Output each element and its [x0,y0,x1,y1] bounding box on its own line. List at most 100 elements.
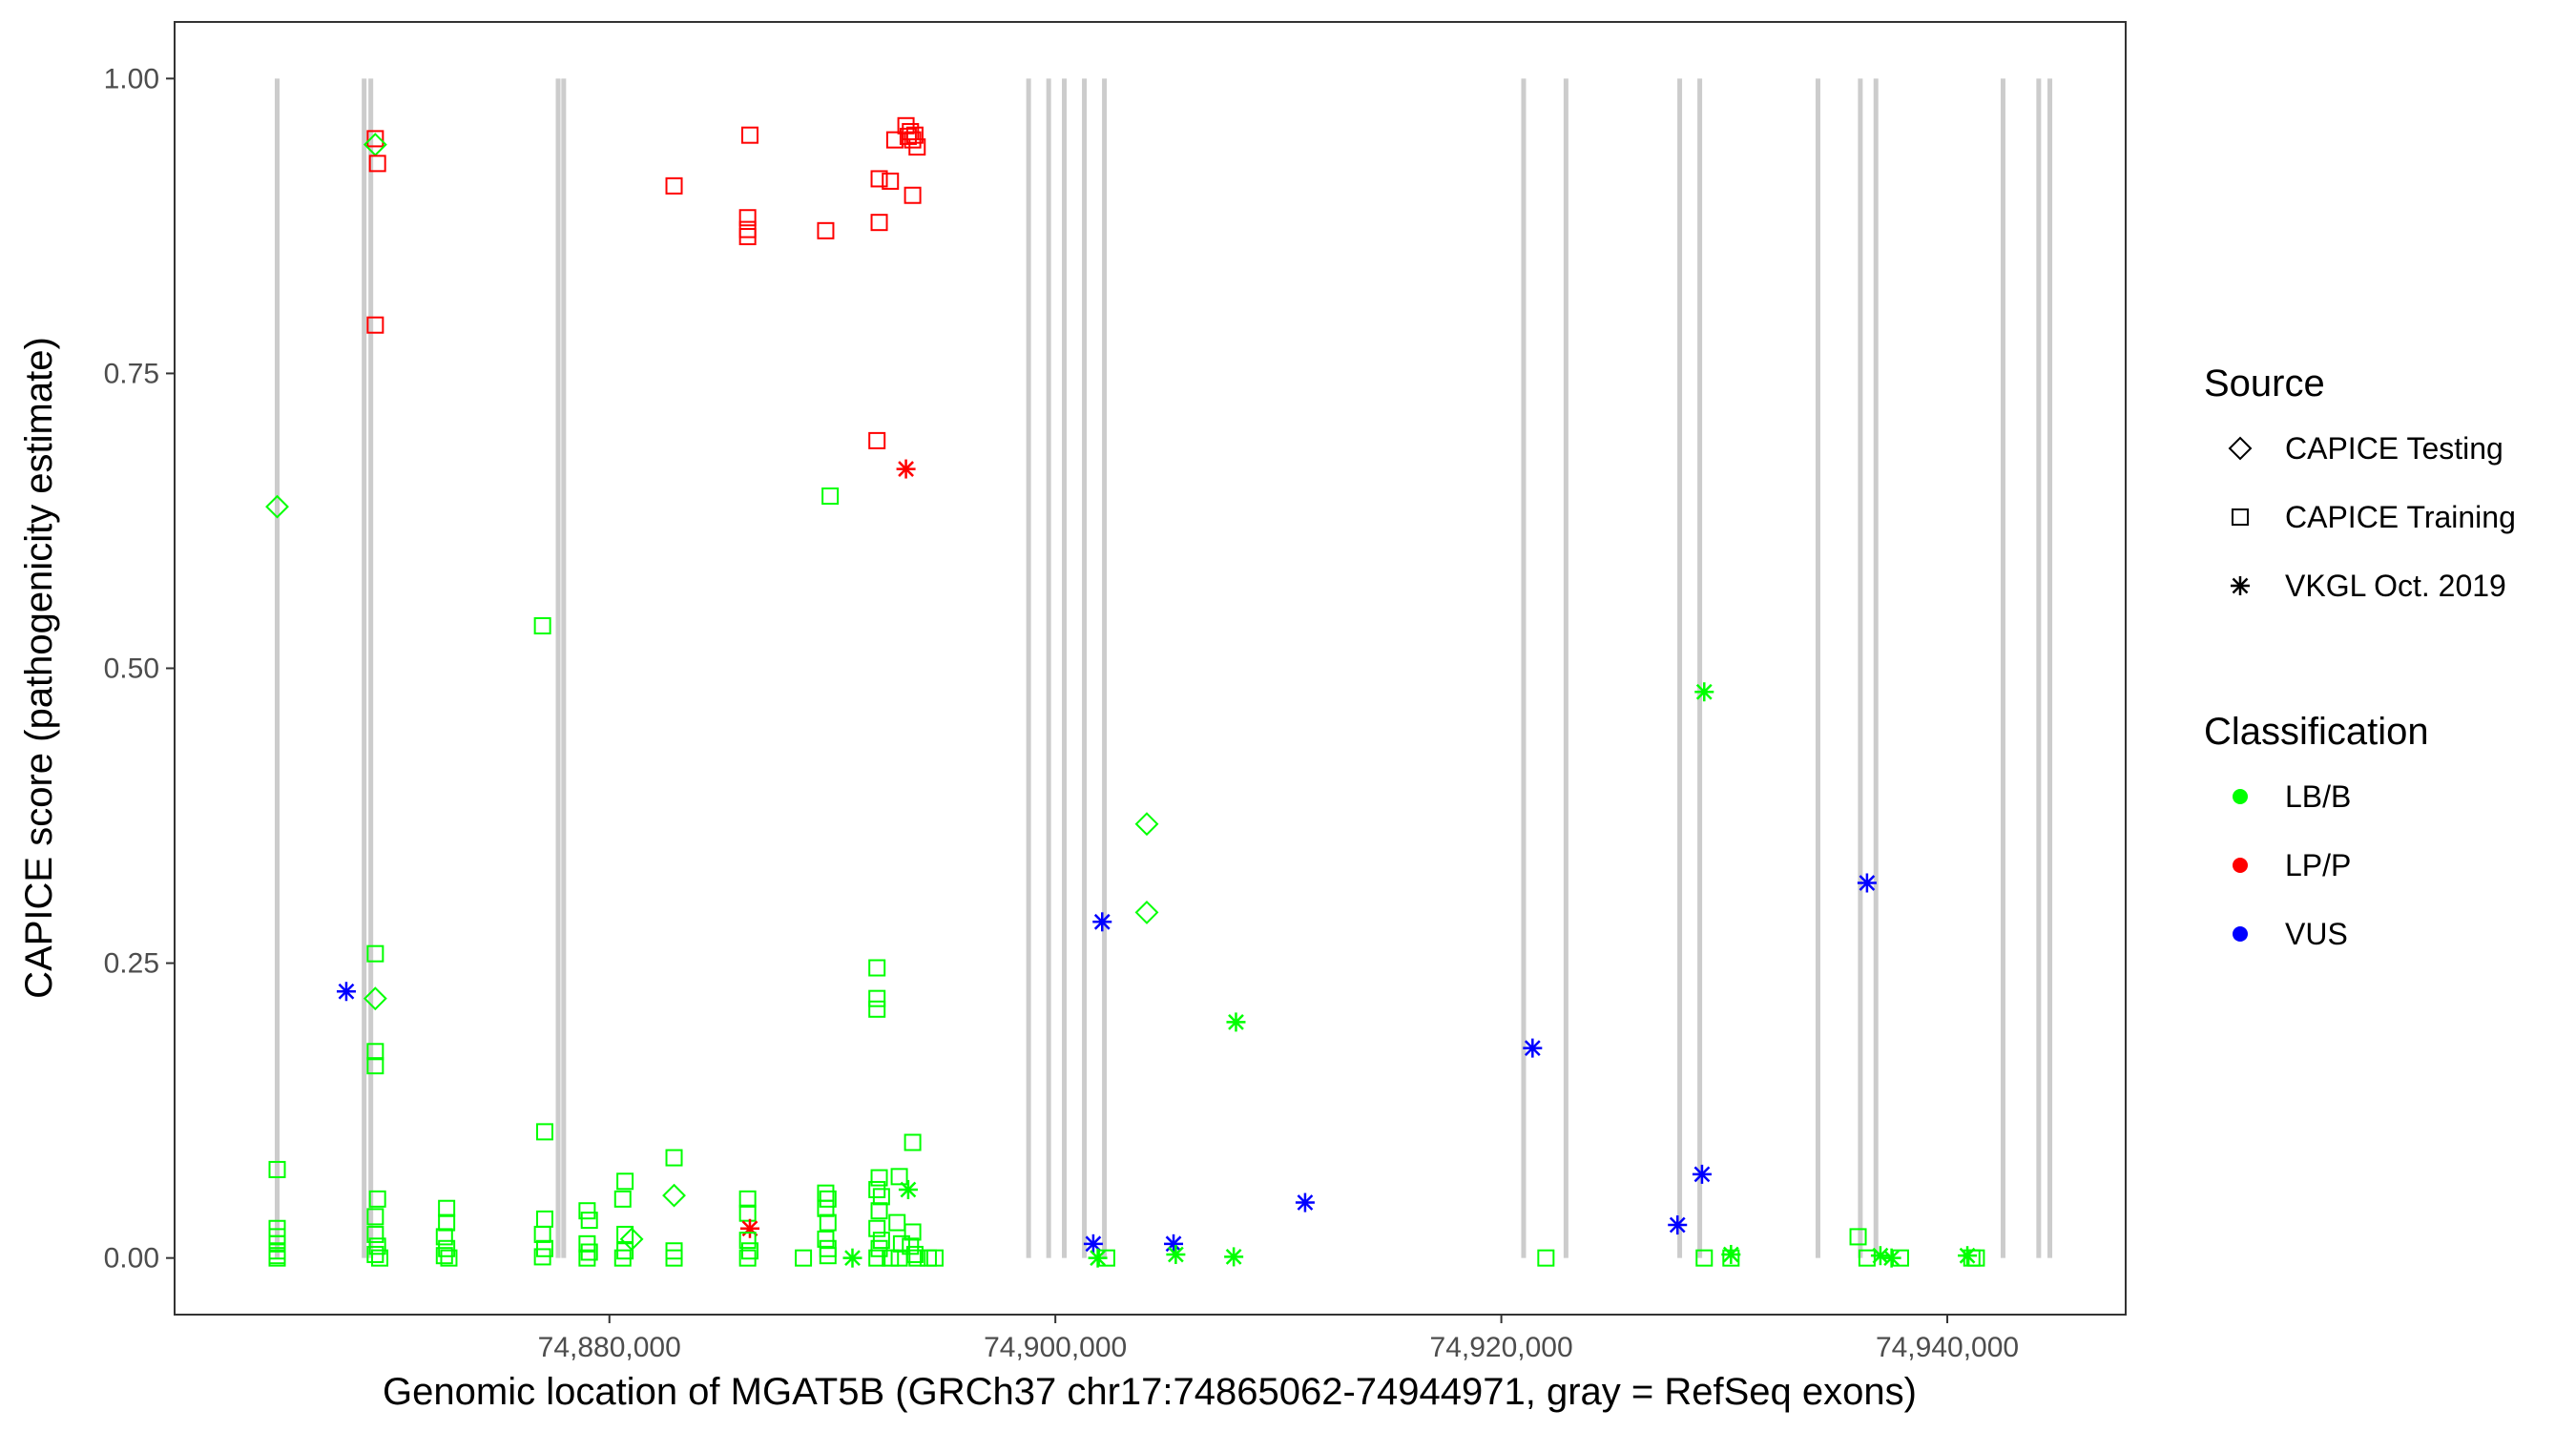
legend: Source CAPICE Testing CAPICE Training VKGL… [2204,363,2516,951]
data-point [882,172,900,190]
data-point [905,126,924,144]
data-point [904,1223,922,1241]
data-point [1226,1012,1246,1032]
data-point [819,1213,837,1232]
data-point [662,1183,686,1208]
data-point [580,1212,598,1230]
data-point [366,130,384,148]
data-point [738,1232,757,1250]
data-point [817,1230,835,1248]
data-point [1967,1249,1985,1267]
legend-source-key [2231,576,2250,595]
legend-source-label: CAPICE Training [2285,500,2516,534]
data-point [366,1225,384,1243]
data-point [265,494,289,519]
data-point [868,1000,886,1018]
data-point [578,1249,596,1267]
data-point [870,1169,888,1187]
y-tick-label: 0.50 [104,653,159,685]
data-point [1224,1247,1244,1267]
y-tick-label: 0.75 [104,358,159,389]
legend-class-label: LB/B [2285,779,2351,814]
data-point [363,986,387,1011]
data-point [535,1123,553,1141]
data-point [817,221,835,239]
legend-class-label: LP/P [2285,848,2351,882]
data-point [740,126,758,144]
legend-class-label: VUS [2285,917,2348,951]
data-point [905,1245,924,1263]
data-point [368,1190,386,1208]
data-point [892,1234,910,1253]
data-point [435,1247,453,1265]
data-point [1134,812,1159,837]
data-point [440,1249,458,1267]
y-axis-title: CAPICE score (pathogenicity estimate) [18,337,60,999]
data-point [890,1168,908,1186]
data-point [925,1249,944,1267]
data-point [821,487,840,505]
data-point [438,1199,456,1217]
x-tick-label: 74,940,000 [1876,1332,2019,1363]
legend-classification-title: Classification [2204,711,2429,753]
y-tick-label: 0.25 [104,948,159,980]
data-point [1134,901,1159,924]
data-point [870,170,888,188]
data-point [613,1249,632,1267]
data-point [438,1213,456,1232]
data-point [665,1149,683,1167]
data-point [795,1249,813,1267]
data-point [1523,1038,1543,1058]
legend-source-items: CAPICE Testing CAPICE Training VKGL Oct. 2… [2228,431,2516,603]
data-point [1092,912,1112,932]
data-point [868,1249,886,1267]
legend-source-label: CAPICE Testing [2285,431,2503,466]
data-points [265,116,1985,1268]
legend-source-key [2228,436,2253,461]
data-point [366,944,384,963]
data-point [1694,682,1714,702]
x-tick-label: 74,900,000 [984,1332,1127,1363]
data-point [904,186,922,204]
data-point [1858,1249,1876,1267]
y-tick-label: 0.00 [104,1243,159,1275]
exon-lines [275,78,2053,1258]
data-point [872,1188,890,1206]
data-point [368,155,386,173]
data-point [578,1202,596,1220]
data-point [336,982,356,1002]
x-axis-title: Genomic location of MGAT5B (GRCh37 chr17… [383,1371,1917,1413]
data-point [870,1202,888,1220]
data-point [870,1239,888,1257]
data-point [868,989,886,1007]
data-point [533,616,551,634]
data-point [1088,1248,1108,1268]
data-point [371,1249,389,1267]
data-point [1695,1249,1714,1267]
data-point [366,1245,384,1263]
x-axis: 74,880,000 74,900,000 74,920,000 74,940,000 [538,1315,2019,1363]
data-point [817,1199,835,1217]
data-point [896,459,916,479]
data-point [580,1243,598,1261]
data-point [819,1190,837,1208]
data-point [888,1213,906,1232]
legend-class-key [2233,789,2248,804]
data-point [1537,1249,1555,1267]
legend-classification-items: LB/B LP/P VUS [2233,779,2351,951]
data-point [268,1160,286,1178]
data-point [1881,1248,1901,1268]
data-point [1958,1246,1978,1266]
data-point [1722,1249,1740,1267]
data-point [1295,1192,1315,1213]
data-point [908,1249,926,1267]
data-point [738,228,757,246]
y-axis: 0.00 0.25 0.50 0.75 1.00 [104,63,175,1275]
data-point [1097,1249,1115,1267]
data-point [1692,1164,1712,1184]
data-point [868,959,886,977]
data-point [1849,1228,1867,1246]
legend-source-key [2232,508,2249,526]
